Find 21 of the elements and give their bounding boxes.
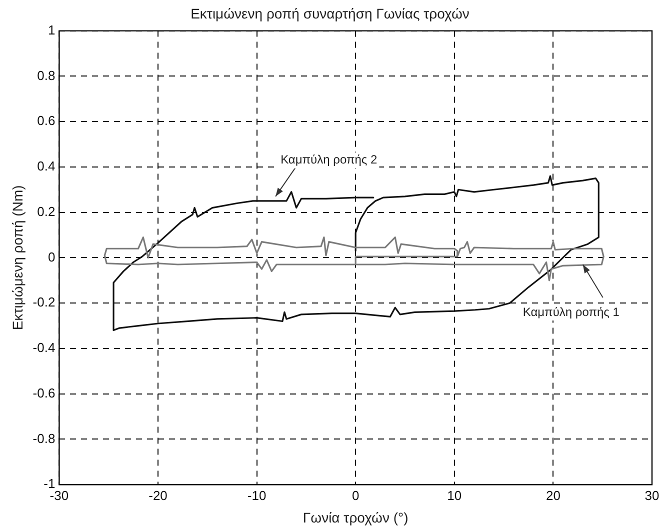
- y-axis-title: Εκτιμώμενη ροπή (Nm): [9, 185, 26, 330]
- x-axis-title: Γωνία τροχών (°): [302, 509, 408, 526]
- annotation: Καμπύλη ροπής 1: [522, 304, 620, 319]
- y-tick-label: 0.4: [37, 158, 56, 174]
- y-tick-label: 0.6: [37, 113, 56, 128]
- y-tick-label: -0.6: [32, 385, 56, 400]
- y-tick-label: 1: [48, 22, 56, 38]
- x-tick-label: 30: [644, 488, 660, 503]
- y-tick-label: -0.8: [32, 430, 56, 446]
- x-tick-label: -20: [148, 488, 168, 503]
- annotation: Καμπύλη ροπής 2: [280, 152, 378, 167]
- y-tick-label: -0.2: [32, 294, 56, 310]
- x-tick-label: 10: [447, 488, 462, 503]
- y-tick-label: -0.4: [32, 340, 56, 356]
- y-tick-label: 0.8: [37, 68, 56, 83]
- x-tick-label: 0: [352, 488, 360, 503]
- y-tick-label: 0.2: [37, 204, 56, 219]
- x-tick-label: 20: [546, 488, 560, 503]
- x-tick-label: -10: [247, 488, 266, 503]
- y-tick-label: 0: [48, 249, 56, 264]
- chart-title: Εκτιμώνενη ροπή συναρτήση Γωνίας τροχών: [190, 5, 470, 22]
